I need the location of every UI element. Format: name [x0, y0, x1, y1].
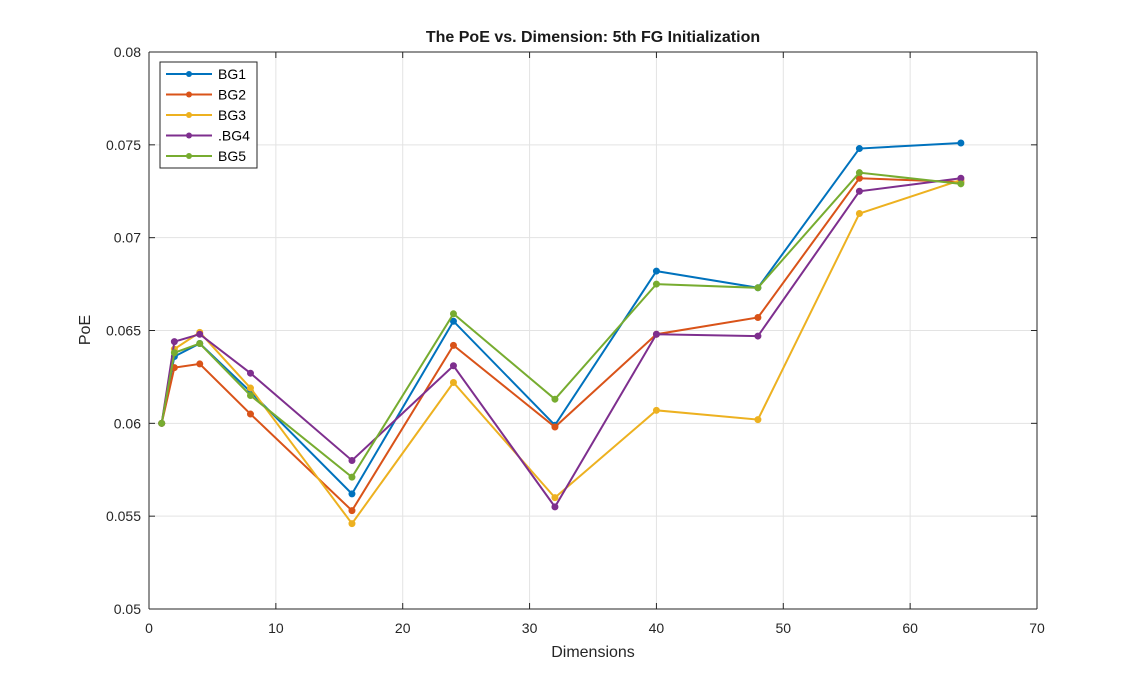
- data-point: [246, 391, 254, 399]
- data-point: [551, 494, 559, 502]
- data-point: [652, 280, 660, 288]
- legend: BG1 BG2 BG3 .BG4 BG5: [159, 61, 258, 169]
- x-tick-label: 10: [268, 620, 284, 636]
- data-point: [196, 330, 204, 338]
- data-point: [449, 362, 457, 370]
- data-point: [855, 187, 863, 195]
- data-point: [449, 310, 457, 318]
- x-tick-label: 70: [1029, 620, 1045, 636]
- data-point: [196, 339, 204, 347]
- data-point: [855, 210, 863, 218]
- data-point: [855, 145, 863, 153]
- chart-title: The PoE vs. Dimension: 5th FG Initializa…: [426, 29, 760, 46]
- y-tick-label: 0.065: [106, 323, 141, 339]
- y-tick-label: 0.055: [106, 508, 141, 524]
- data-point: [246, 369, 254, 377]
- legend-swatch-marker: [186, 91, 192, 98]
- y-tick-label: 0.05: [114, 601, 141, 617]
- y-tick-label: 0.08: [114, 44, 141, 60]
- data-point: [348, 520, 356, 528]
- legend-label: .BG4: [218, 128, 250, 144]
- x-tick-label: 0: [145, 620, 153, 636]
- data-point: [348, 490, 356, 498]
- x-tick-label: 30: [522, 620, 538, 636]
- y-tick-label: 0.075: [106, 137, 141, 153]
- series-bg5: [158, 169, 965, 481]
- series-group: [158, 139, 965, 528]
- legend-label: BG3: [218, 107, 246, 123]
- data-point: [957, 139, 965, 147]
- data-point: [652, 267, 660, 275]
- data-point: [196, 360, 204, 368]
- x-tick-label: 20: [395, 620, 411, 636]
- data-point: [754, 284, 762, 292]
- data-point: [170, 349, 178, 357]
- legend-label: BG1: [218, 66, 246, 82]
- data-point: [957, 180, 965, 188]
- data-point: [551, 503, 559, 511]
- data-point: [652, 330, 660, 338]
- legend-label: BG2: [218, 87, 246, 103]
- legend-swatch-marker: [186, 71, 192, 77]
- grid: [149, 52, 1037, 609]
- data-point: [348, 507, 356, 515]
- y-axis-label: PoE: [77, 315, 94, 345]
- x-tick-label: 40: [649, 620, 665, 636]
- legend-label: BG5: [218, 148, 246, 164]
- x-axis-label: Dimensions: [551, 644, 635, 661]
- legend-swatch-marker: [186, 112, 192, 118]
- data-point: [348, 456, 356, 464]
- data-point: [158, 419, 166, 427]
- x-tick-label: 50: [775, 620, 791, 636]
- data-point: [449, 341, 457, 349]
- data-point: [754, 416, 762, 424]
- data-point: [652, 406, 660, 414]
- legend-swatch-marker: [186, 153, 192, 159]
- legend-swatch-marker: [186, 132, 192, 139]
- data-point: [551, 395, 559, 403]
- data-point: [246, 384, 254, 392]
- data-point: [449, 378, 457, 386]
- data-point: [449, 317, 457, 325]
- y-tick-label: 0.06: [114, 415, 141, 431]
- data-point: [551, 423, 559, 431]
- data-point: [855, 169, 863, 177]
- y-tick-label: 0.07: [114, 230, 141, 246]
- data-point: [348, 473, 356, 481]
- data-point: [754, 314, 762, 322]
- data-point: [170, 338, 178, 346]
- data-point: [754, 332, 762, 340]
- data-point: [246, 410, 254, 418]
- x-tick-label: 60: [902, 620, 918, 636]
- ticks: 0 10 20 30 40 50 60 70 0.05 0.055 0.06 0.065 0.07 0.0…: [106, 44, 1045, 636]
